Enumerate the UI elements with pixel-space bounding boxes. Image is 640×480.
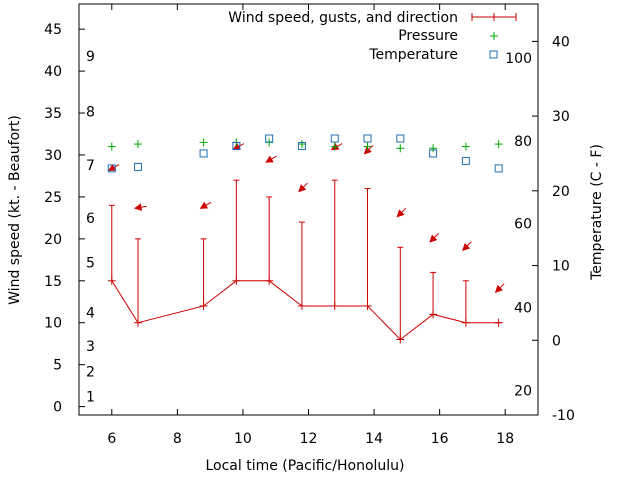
wind-direction-arrowhead bbox=[265, 155, 274, 163]
temperature-point bbox=[461, 156, 470, 165]
x-tick-label: 10 bbox=[234, 431, 252, 447]
beaufort-scale-labels: 1 2 3 4 5 6 7 8 9 bbox=[86, 49, 95, 406]
right-y-tick-label: 30 bbox=[552, 109, 570, 125]
beaufort-label: 6 bbox=[86, 211, 95, 227]
fahrenheit-label: 80 bbox=[514, 134, 532, 150]
beaufort-label: 4 bbox=[86, 306, 95, 322]
left-y-tick-label: 35 bbox=[44, 106, 62, 122]
temperature-point bbox=[265, 134, 274, 143]
right-y-tick-label: -10 bbox=[552, 408, 575, 424]
temperature-point bbox=[107, 164, 116, 173]
wind-direction-arrowhead bbox=[298, 184, 307, 193]
beaufort-label: 9 bbox=[86, 49, 95, 65]
wind-direction-arrowhead bbox=[396, 209, 405, 218]
wind-speed-line bbox=[111, 280, 499, 341]
left-y-tick-label: 15 bbox=[44, 274, 62, 290]
right-y-tick-label: 20 bbox=[552, 184, 570, 200]
temperature-series bbox=[107, 134, 503, 173]
left-y-tick-label: 10 bbox=[44, 316, 62, 332]
right-y-axis-title: Temperature (C - F) bbox=[589, 144, 605, 281]
legend-label-temperature: Temperature bbox=[368, 47, 458, 63]
left-y-axis-ticks: 0 5 10 15 20 25 30 35 40 45 bbox=[44, 22, 85, 416]
x-tick-label: 8 bbox=[173, 431, 182, 447]
x-tick-label: 18 bbox=[496, 431, 514, 447]
left-y-tick-label: 30 bbox=[44, 148, 62, 164]
beaufort-label: 3 bbox=[86, 339, 95, 355]
left-y-tick-label: 45 bbox=[44, 22, 62, 38]
legend-label-wind: Wind speed, gusts, and direction bbox=[228, 10, 458, 26]
beaufort-label: 5 bbox=[86, 255, 95, 271]
wind-series bbox=[107, 143, 505, 344]
beaufort-label: 8 bbox=[86, 104, 95, 120]
left-y-tick-label: 5 bbox=[53, 358, 62, 374]
temperature-point bbox=[330, 134, 339, 143]
wind-direction-arrowhead bbox=[429, 234, 438, 243]
left-y-tick-label: 25 bbox=[44, 190, 62, 206]
pressure-series bbox=[107, 138, 503, 153]
temperature-point bbox=[199, 149, 208, 158]
temperature-point bbox=[232, 141, 241, 150]
fahrenheit-scale-labels: 20 40 60 80 100 bbox=[505, 51, 532, 400]
fahrenheit-label: 20 bbox=[514, 383, 532, 399]
x-tick-label: 12 bbox=[300, 431, 318, 447]
x-tick-label: 6 bbox=[107, 431, 116, 447]
right-y-tick-label: 40 bbox=[552, 34, 570, 50]
temperature-point bbox=[134, 162, 143, 171]
left-y-axis-title: Wind speed (kt. - Beaufort) bbox=[7, 115, 23, 305]
x-axis-title: Local time (Pacific/Honolulu) bbox=[205, 458, 404, 474]
beaufort-label: 1 bbox=[86, 390, 95, 406]
temperature-point bbox=[429, 149, 438, 158]
beaufort-label: 2 bbox=[86, 364, 95, 380]
left-y-tick-label: 20 bbox=[44, 232, 62, 248]
fahrenheit-label: 40 bbox=[514, 300, 532, 316]
wind-direction-arrowhead bbox=[462, 242, 471, 252]
x-tick-label: 14 bbox=[365, 431, 383, 447]
legend: Wind speed, gusts, and direction Pressur… bbox=[228, 10, 517, 63]
legend-swatch-temperature bbox=[489, 50, 498, 59]
wind-direction-arrowhead bbox=[199, 201, 209, 209]
wind-direction-arrowhead bbox=[363, 146, 372, 155]
plot-frame bbox=[78, 3, 539, 416]
fahrenheit-label: 100 bbox=[505, 51, 532, 67]
beaufort-label: 7 bbox=[86, 158, 95, 174]
right-y-axis-ticks: -10 0 10 20 30 40 bbox=[532, 34, 575, 424]
legend-label-pressure: Pressure bbox=[398, 28, 458, 44]
fahrenheit-label: 60 bbox=[514, 217, 532, 233]
wind-direction-arrowhead bbox=[494, 284, 503, 293]
left-y-tick-label: 40 bbox=[44, 64, 62, 80]
wind-direction-arrowhead bbox=[133, 203, 143, 211]
x-axis-ticks: 6 8 10 12 14 16 18 bbox=[107, 4, 514, 447]
temperature-point bbox=[297, 141, 306, 150]
wind-direction-arrowhead bbox=[107, 164, 117, 172]
right-y-tick-label: 0 bbox=[552, 333, 561, 349]
right-y-tick-label: 10 bbox=[552, 259, 570, 275]
left-y-tick-label: 0 bbox=[53, 400, 62, 416]
temperature-point bbox=[363, 134, 372, 143]
temperature-point bbox=[494, 164, 503, 173]
temperature-point bbox=[396, 134, 405, 143]
x-tick-label: 16 bbox=[431, 431, 449, 447]
